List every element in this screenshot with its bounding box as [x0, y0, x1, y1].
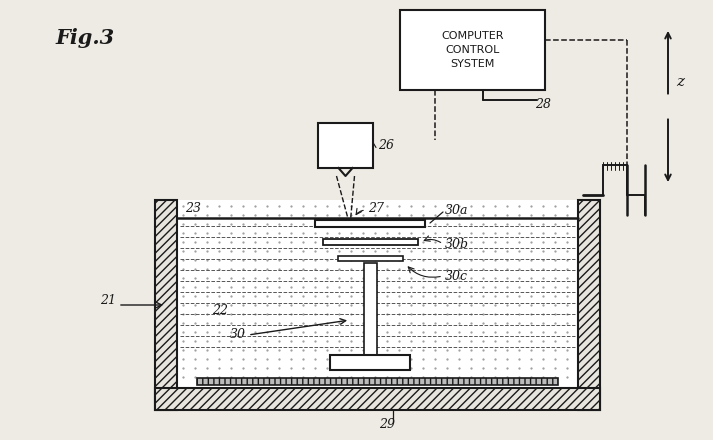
Text: 27: 27: [368, 202, 384, 214]
Bar: [337, 256, 403, 261]
Bar: [197, 378, 558, 385]
Text: 29: 29: [379, 418, 396, 432]
Text: Fig.3: Fig.3: [55, 28, 114, 48]
Bar: [364, 263, 376, 355]
Text: 22: 22: [212, 304, 228, 316]
Text: COMPUTER
CONTROL
SYSTEM: COMPUTER CONTROL SYSTEM: [441, 31, 504, 69]
Bar: [400, 10, 545, 90]
Text: 26: 26: [378, 139, 394, 152]
Bar: [330, 355, 410, 370]
Text: 30b: 30b: [445, 238, 469, 250]
Text: 21: 21: [100, 293, 116, 307]
Text: 30a: 30a: [445, 203, 468, 216]
Bar: [322, 239, 418, 245]
Text: 23: 23: [185, 202, 201, 214]
Text: 30: 30: [230, 329, 246, 341]
Text: 28: 28: [535, 98, 551, 110]
Bar: [155, 388, 600, 410]
Bar: [177, 200, 578, 388]
Bar: [315, 220, 425, 227]
Text: z: z: [676, 74, 684, 88]
Bar: [155, 200, 177, 410]
Bar: [578, 200, 600, 410]
Bar: [318, 123, 373, 168]
Text: 30c: 30c: [445, 269, 468, 282]
